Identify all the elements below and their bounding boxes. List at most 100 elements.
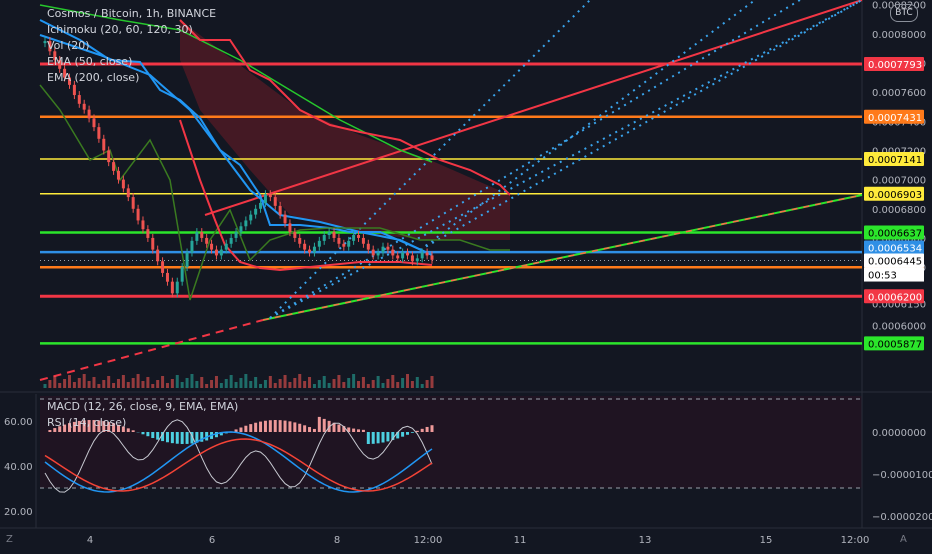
candle-body-71	[391, 250, 394, 256]
candle-body-56	[318, 241, 321, 247]
candle-body-51	[293, 232, 296, 238]
candle-body-31	[195, 232, 198, 241]
price-label-0: 0.0007793	[868, 60, 922, 71]
countdown-label: 00:53	[868, 271, 897, 282]
candle-body-22	[151, 238, 154, 250]
candle-body-58	[328, 232, 331, 235]
candle-body-23	[156, 250, 159, 262]
candle-body-10	[92, 118, 95, 127]
candle-body-15	[117, 171, 120, 180]
zoom-reset-icon[interactable]: Z	[6, 534, 13, 545]
macd-hist-29	[186, 432, 189, 444]
macd-hist-41	[244, 426, 247, 432]
volume-bar-55	[313, 384, 316, 388]
symbol-title[interactable]: Cosmos / Bitcoin, 1h, BINANCE	[47, 6, 216, 22]
volume-bar-11	[97, 384, 100, 388]
candle-body-24	[161, 261, 164, 273]
macd-hist-26	[171, 432, 174, 443]
candle-body-12	[102, 139, 105, 151]
candle-body-8	[83, 104, 86, 110]
volume-bar-30	[190, 374, 193, 388]
macd-hist-66	[367, 432, 370, 444]
volume-bar-44	[259, 384, 262, 388]
candle-body-36	[220, 250, 223, 256]
macd-hist-47	[274, 420, 277, 432]
macd-hist-25	[166, 432, 169, 442]
volume-bar-43	[254, 377, 257, 388]
macd-hist-27	[176, 432, 179, 444]
volume-bar-31	[195, 381, 198, 388]
volume-bar-27	[176, 375, 179, 388]
macd-hist-28	[181, 432, 184, 444]
indicator-ema-50[interactable]: EMA (50, close)	[47, 54, 216, 70]
candle-body-70	[386, 247, 389, 250]
macd-hist-75	[411, 432, 414, 433]
volume-bar-68	[377, 376, 380, 388]
candle-body-11	[97, 127, 100, 139]
candle-body-68	[377, 253, 380, 256]
volume-bar-35	[215, 376, 218, 388]
volume-bar-0	[44, 384, 47, 388]
volume-bar-76	[416, 377, 419, 388]
macd-hist-52	[298, 424, 301, 432]
x-tick-label-6: 15	[760, 535, 773, 546]
price-label-3: 0.0006903	[868, 190, 922, 201]
x-tick-label-7: 12:00	[841, 535, 870, 546]
volume-bar-26	[171, 379, 174, 388]
volume-bar-14	[112, 383, 115, 388]
volume-bar-29	[186, 378, 189, 388]
volume-bar-36	[220, 383, 223, 388]
volume-bar-56	[318, 380, 321, 388]
x-tick-label-0: 4	[87, 535, 93, 546]
volume-bar-46	[269, 376, 272, 388]
volume-bar-32	[200, 377, 203, 388]
macd-hist-65	[362, 430, 365, 432]
volume-bar-77	[421, 384, 424, 388]
indicator-volume[interactable]: Vol (20)	[47, 38, 216, 54]
volume-bar-71	[391, 375, 394, 388]
indicator-macd[interactable]: MACD (12, 26, close, 9, EMA, EMA)	[47, 399, 238, 415]
volume-bar-64	[357, 381, 360, 388]
y-tick-label-1: 0.0008000	[872, 30, 926, 41]
currency-badge[interactable]: BTC	[890, 4, 918, 22]
indicator-ichimoku[interactable]: Ichimoku (20, 60, 120, 30)	[47, 22, 216, 38]
macd-hist-64	[357, 429, 360, 432]
candle-body-65	[362, 238, 365, 244]
macd-hist-20	[141, 432, 144, 434]
indicator-rsi[interactable]: RSI (14, close)	[47, 415, 238, 431]
volume-bar-62	[347, 378, 350, 388]
macd-hist-68	[377, 432, 380, 443]
candle-body-42	[249, 215, 252, 221]
volume-bar-37	[225, 379, 228, 388]
candle-body-50	[288, 223, 291, 232]
volume-bar-13	[107, 376, 110, 388]
macd-hist-45	[264, 421, 267, 432]
macd-hist-57	[323, 419, 326, 432]
candle-body-39	[235, 232, 238, 238]
volume-bar-69	[382, 383, 385, 388]
candle-body-18	[132, 197, 135, 209]
macd-hist-79	[431, 425, 434, 432]
macd-hist-70	[386, 432, 389, 441]
indicator-ema-200[interactable]: EMA (200, close)	[47, 70, 216, 86]
macd-hist-43	[254, 423, 257, 432]
volume-bar-2	[53, 376, 56, 388]
rsi-tick-label-1: 40.00	[4, 462, 33, 473]
volume-bar-16	[122, 375, 125, 388]
volume-bar-38	[230, 375, 233, 388]
volume-bar-53	[303, 381, 306, 388]
candle-body-41	[244, 220, 247, 226]
volume-bar-72	[396, 382, 399, 388]
volume-bar-1	[48, 380, 51, 388]
volume-bar-75	[411, 381, 414, 388]
x-tick-label-3: 12:00	[414, 535, 443, 546]
x-tick-label-2: 8	[334, 535, 340, 546]
volume-bar-25	[166, 383, 169, 388]
volume-bar-70	[386, 379, 389, 388]
price-label-1: 0.0007431	[868, 113, 922, 124]
auto-scale-icon[interactable]: A	[900, 534, 907, 545]
volume-bar-60	[337, 375, 340, 388]
candle-body-46	[269, 194, 272, 197]
price-label-7: 0.0006200	[868, 292, 922, 303]
